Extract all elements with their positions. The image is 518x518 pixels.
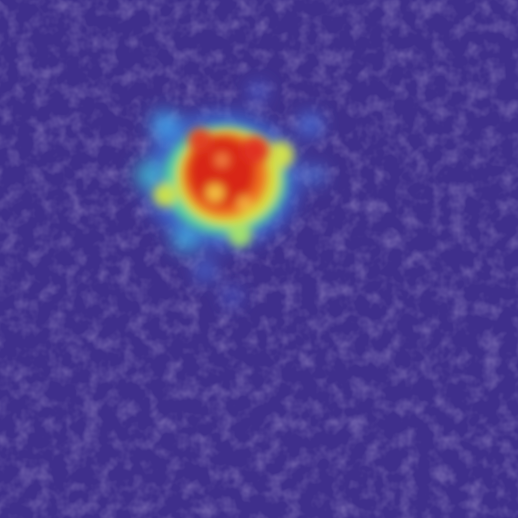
heat-core bbox=[183, 128, 269, 217]
